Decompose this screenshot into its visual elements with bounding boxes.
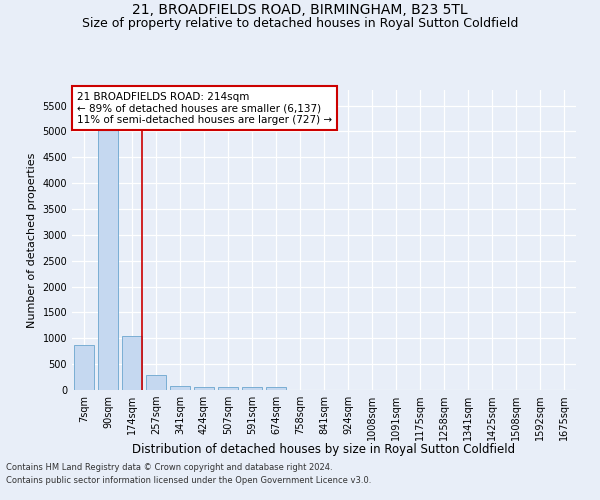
Bar xyxy=(242,386,262,390)
Bar xyxy=(218,388,238,390)
Bar xyxy=(266,388,286,390)
Bar xyxy=(122,336,142,390)
Text: Size of property relative to detached houses in Royal Sutton Coldfield: Size of property relative to detached ho… xyxy=(82,18,518,30)
Text: Distribution of detached houses by size in Royal Sutton Coldfield: Distribution of detached houses by size … xyxy=(133,442,515,456)
Bar xyxy=(98,106,118,390)
Text: Contains public sector information licensed under the Open Government Licence v3: Contains public sector information licen… xyxy=(6,476,371,485)
Y-axis label: Number of detached properties: Number of detached properties xyxy=(27,152,37,328)
Bar xyxy=(194,386,214,390)
Bar xyxy=(146,375,166,390)
Text: 21, BROADFIELDS ROAD, BIRMINGHAM, B23 5TL: 21, BROADFIELDS ROAD, BIRMINGHAM, B23 5T… xyxy=(132,2,468,16)
Bar xyxy=(74,345,94,390)
Text: 21 BROADFIELDS ROAD: 214sqm
← 89% of detached houses are smaller (6,137)
11% of : 21 BROADFIELDS ROAD: 214sqm ← 89% of det… xyxy=(77,92,332,124)
Bar xyxy=(170,386,190,390)
Text: Contains HM Land Registry data © Crown copyright and database right 2024.: Contains HM Land Registry data © Crown c… xyxy=(6,464,332,472)
